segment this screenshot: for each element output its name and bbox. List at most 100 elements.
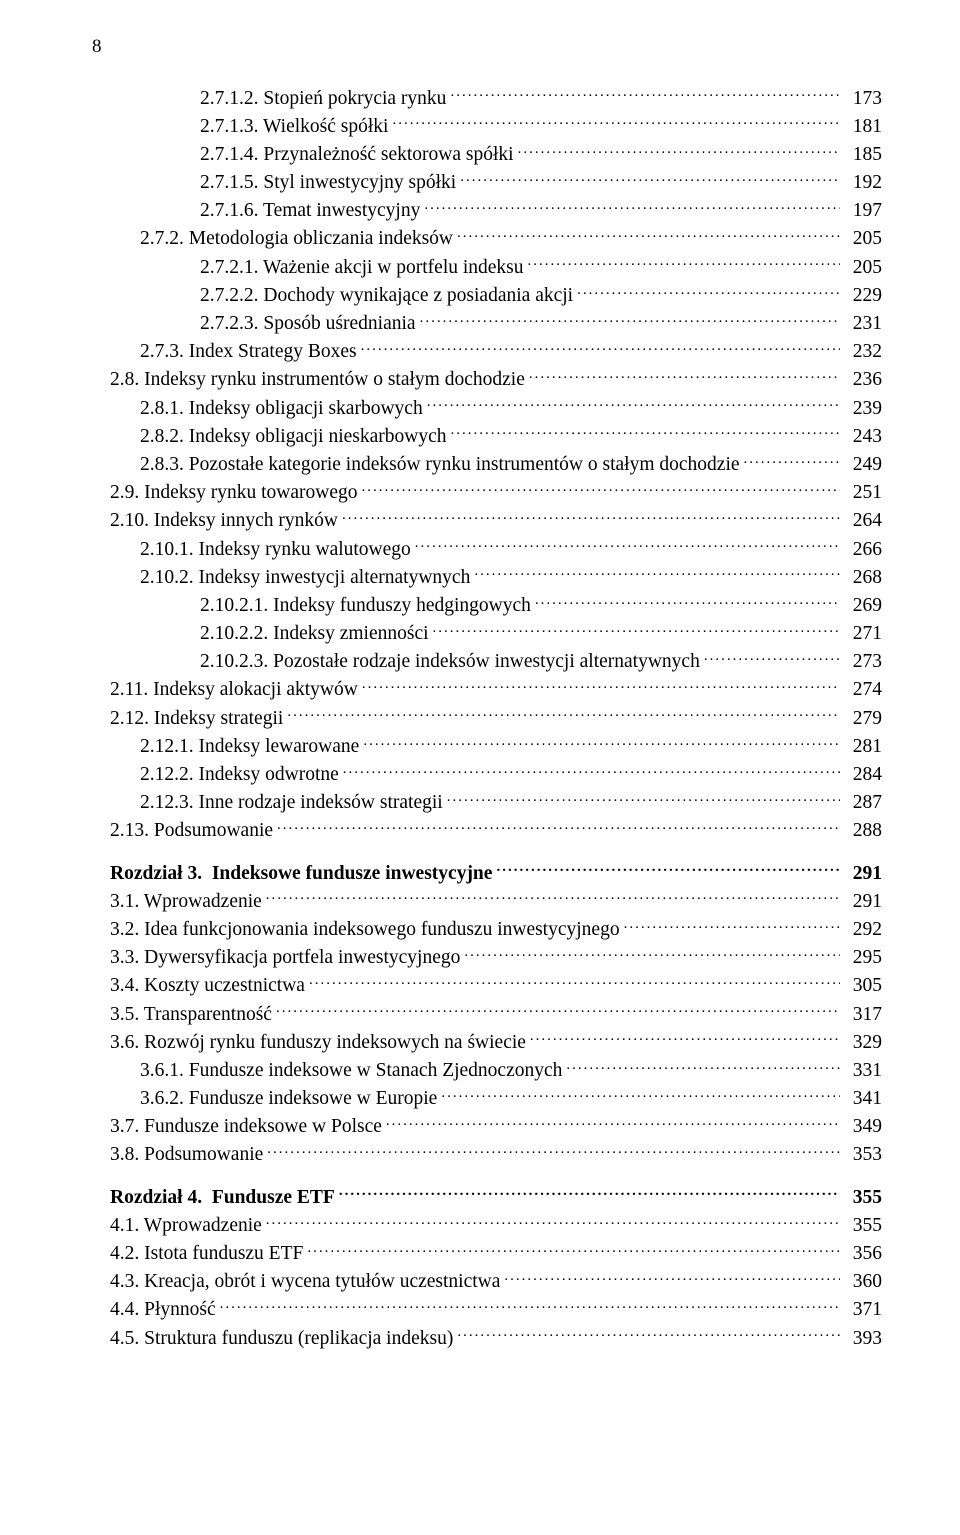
toc-entry: 2.7.2.1. Ważenie akcji w portfelu indeks… [110,253,882,281]
toc-leader [518,140,840,160]
toc-entry: 2.13. Podsumowanie288 [110,817,882,845]
toc-leader [474,563,840,583]
page-number: 8 [92,36,882,58]
toc-entry-label: 2.7.1.5. Styl inwestycyjny spółki [200,169,456,197]
page: 8 2.7.1.2. Stopień pokrycia rynku1732.7.… [0,0,960,1412]
toc-entry: 2.10.2. Indeksy inwestycji alternatywnyc… [110,563,882,591]
toc-entry: 3.6.1. Fundusze indeksowe w Stanach Zjed… [110,1056,882,1084]
toc-entry-page: 279 [844,705,882,733]
toc-entry-page: 281 [844,733,882,761]
toc-entry: 2.7.1.2. Stopień pokrycia rynku173 [110,84,882,112]
toc-leader [361,338,840,358]
toc-entry-label: 3.3. Dywersyfikacja portfela inwestycyjn… [110,944,460,972]
toc-entry-page: 331 [844,1057,882,1085]
toc-entry-label: 2.8. Indeksy rynku instrumentów o stałym… [110,366,525,394]
toc-entry-page: 349 [844,1113,882,1141]
toc-entry-label: 2.7.1.3. Wielkość spółki [200,113,388,141]
toc-entry: 2.8.1. Indeksy obligacji skarbowych 239 [110,394,882,422]
toc-leader [339,1183,840,1203]
toc-entry: 2.9. Indeksy rynku towarowego251 [110,479,882,507]
chapter-prefix: Rozdział 4. [110,1187,212,1208]
toc-leader [464,944,840,964]
toc-leader [447,789,840,809]
toc-entry: 2.7.1.5. Styl inwestycyjny spółki 192 [110,169,882,197]
toc-entry-label: Rozdział 3. Indeksowe fundusze inwestycy… [110,860,492,888]
toc-entry: 4.3. Kreacja, obrót i wycena tytułów ucz… [110,1268,882,1296]
toc-entry: 2.10.2.3. Pozostałe rodzaje indeksów inw… [110,648,882,676]
chapter-title: Indeksowe fundusze inwestycyjne [212,863,493,884]
chapter-title: Fundusze ETF [212,1187,335,1208]
toc-entry-label: 2.7.1.4. Przynależność sektorowa spółki [200,141,514,169]
toc-entry-page: 268 [844,564,882,592]
toc-entry-page: 243 [844,423,882,451]
toc-leader [266,887,840,907]
toc-leader [342,507,840,527]
toc-entry-page: 239 [844,395,882,423]
toc-entry-label: 4.3. Kreacja, obrót i wycena tytułów ucz… [110,1268,500,1296]
toc-leader [362,479,841,499]
toc-entry-label: 2.8.3. Pozostałe kategorie indeksów rynk… [140,451,740,479]
toc-leader [704,648,840,668]
toc-entry-label: 2.7.3. Index Strategy Boxes [140,338,357,366]
toc-leader [451,422,840,442]
toc-entry-page: 251 [844,479,882,507]
toc-entry-page: 271 [844,620,882,648]
toc-leader [307,1240,840,1260]
toc-entry-label: 3.7. Fundusze indeksowe w Polsce [110,1113,382,1141]
toc-entry: 4.5. Struktura funduszu (replikacja inde… [110,1324,882,1352]
toc-entry: 3.6. Rozwój rynku funduszy indeksowych n… [110,1028,882,1056]
toc-entry-page: 317 [844,1001,882,1029]
toc-entry-page: 341 [844,1085,882,1113]
toc-entry: 2.12. Indeksy strategii279 [110,704,882,732]
toc-entry-label: 2.12.3. Inne rodzaje indeksów strategii [140,789,443,817]
toc-entry-page: 360 [844,1268,882,1296]
toc-entry: 3.7. Fundusze indeksowe w Polsce 349 [110,1113,882,1141]
toc-entry: 2.7.1.6. Temat inwestycyjny197 [110,197,882,225]
toc-entry: Rozdział 3. Indeksowe fundusze inwestycy… [110,859,882,887]
toc-leader [276,1000,840,1020]
toc-entry-label: 2.10.2. Indeksy inwestycji alternatywnyc… [140,564,470,592]
toc-leader [528,253,840,273]
toc-entry-label: 2.12.2. Indeksy odwrotne [140,761,339,789]
table-of-contents: 2.7.1.2. Stopień pokrycia rynku1732.7.1.… [110,84,882,1352]
toc-entry: 2.7.3. Index Strategy Boxes 232 [110,338,882,366]
toc-leader [267,1141,840,1161]
toc-entry: 2.10.1. Indeksy rynku walutowego266 [110,535,882,563]
toc-leader [277,817,840,837]
toc-entry-page: 232 [844,338,882,366]
toc-entry: 2.12.1. Indeksy lewarowane 281 [110,732,882,760]
toc-entry-label: 2.12.1. Indeksy lewarowane [140,733,359,761]
toc-entry-label: 3.6.1. Fundusze indeksowe w Stanach Zjed… [140,1057,562,1085]
toc-entry: 2.11. Indeksy alokacji aktywów274 [110,676,882,704]
toc-entry-label: 4.4. Płynność [110,1296,216,1324]
toc-entry: 3.6.2. Fundusze indeksowe w Europie341 [110,1085,882,1113]
toc-entry: 3.2. Idea funkcjonowania indeksowego fun… [110,915,882,943]
toc-entry-page: 192 [844,169,882,197]
toc-entry: 3.5. Transparentność 317 [110,1000,882,1028]
toc-entry: 2.8.3. Pozostałe kategorie indeksów rynk… [110,450,882,478]
toc-entry: 2.12.2. Indeksy odwrotne284 [110,761,882,789]
toc-entry-page: 355 [844,1184,882,1212]
toc-leader [433,620,840,640]
toc-entry-page: 229 [844,282,882,310]
toc-leader [362,676,840,696]
toc-entry-page: 269 [844,592,882,620]
toc-entry: 2.8.2. Indeksy obligacji nieskarbowych24… [110,422,882,450]
toc-entry-page: 329 [844,1029,882,1057]
toc-leader [343,761,840,781]
toc-leader [504,1268,840,1288]
toc-entry-page: 249 [844,451,882,479]
toc-entry: 2.8. Indeksy rynku instrumentów o stałym… [110,366,882,394]
toc-leader [420,310,840,330]
toc-entry-label: 3.5. Transparentność [110,1001,272,1029]
toc-entry-page: 236 [844,366,882,394]
toc-entry-label: 2.7.1.6. Temat inwestycyjny [200,197,420,225]
toc-entry-label: 2.8.1. Indeksy obligacji skarbowych [140,395,423,423]
toc-entry-label: 2.7.1.2. Stopień pokrycia rynku [200,85,446,113]
toc-leader [530,1028,840,1048]
toc-entry: 4.4. Płynność371 [110,1296,882,1324]
toc-entry-label: 2.7.2.3. Sposób uśredniania [200,310,416,338]
toc-entry-label: 3.4. Koszty uczestnictwa [110,972,305,1000]
toc-leader [427,394,840,414]
toc-leader [535,591,840,611]
